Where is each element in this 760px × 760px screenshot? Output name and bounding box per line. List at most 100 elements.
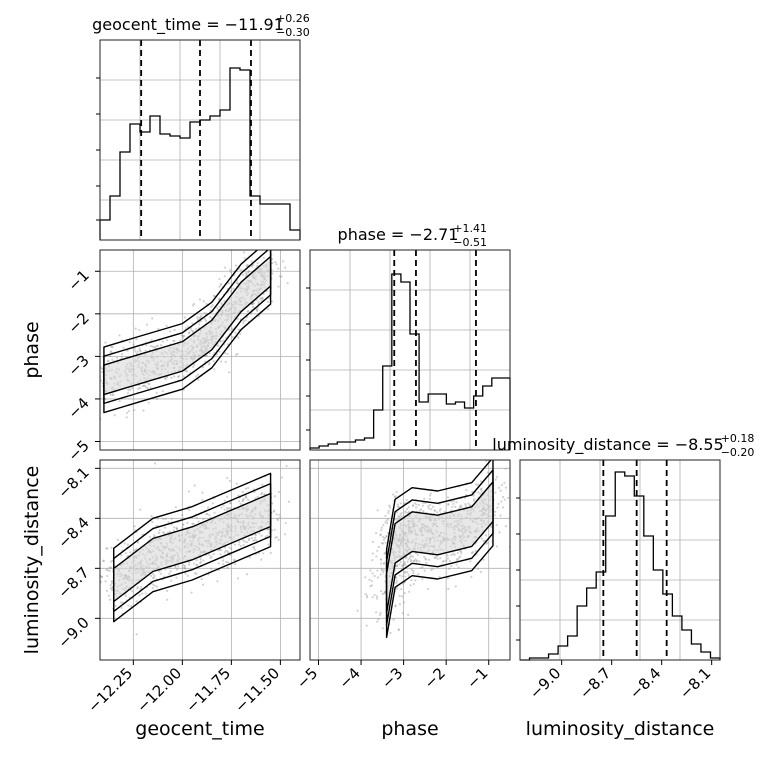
sample-point bbox=[379, 589, 383, 593]
sample-point bbox=[162, 517, 165, 521]
panel-frame bbox=[99, 39, 301, 241]
sample-point bbox=[271, 272, 274, 275]
sample-point bbox=[159, 572, 163, 575]
sample-point bbox=[182, 335, 185, 338]
sample-point bbox=[175, 576, 178, 579]
sample-point bbox=[116, 538, 119, 541]
sample-point bbox=[497, 502, 500, 506]
sample-point bbox=[226, 549, 229, 553]
sample-point bbox=[170, 376, 173, 379]
sample-point bbox=[223, 275, 226, 278]
sample-point bbox=[402, 502, 405, 505]
sample-point bbox=[219, 283, 222, 286]
sample-point bbox=[138, 347, 141, 350]
title-lower-error: −0.20 bbox=[721, 446, 755, 459]
sample-point bbox=[184, 572, 187, 575]
sample-point bbox=[217, 562, 220, 565]
sample-point bbox=[405, 556, 408, 559]
sample-point bbox=[236, 352, 239, 356]
sample-point bbox=[182, 334, 186, 337]
contour-level bbox=[385, 469, 494, 626]
sample-point bbox=[396, 503, 400, 506]
sample-point bbox=[416, 553, 420, 556]
sample-point bbox=[100, 366, 103, 369]
sample-point bbox=[403, 572, 406, 575]
sample-point bbox=[218, 305, 221, 308]
x-tick-label: −3 bbox=[378, 664, 406, 692]
y-tick-label: −4 bbox=[64, 394, 92, 422]
sample-point bbox=[106, 547, 109, 550]
sample-point bbox=[262, 256, 265, 260]
sample-point bbox=[145, 344, 148, 347]
sample-point bbox=[193, 572, 197, 575]
sample-point bbox=[376, 509, 379, 512]
sample-point bbox=[385, 535, 388, 538]
sample-point bbox=[398, 563, 401, 566]
sample-point bbox=[423, 497, 426, 500]
sample-point bbox=[213, 511, 216, 514]
x-tick-label: −12.00 bbox=[133, 664, 185, 716]
sample-point bbox=[380, 569, 384, 572]
sample-point bbox=[503, 481, 506, 484]
sample-point bbox=[374, 532, 378, 535]
sample-point bbox=[218, 285, 221, 288]
sample-point bbox=[404, 511, 407, 514]
sample-point bbox=[431, 567, 434, 570]
sample-point bbox=[427, 507, 431, 510]
sample-point bbox=[198, 323, 201, 326]
sample-point bbox=[185, 370, 189, 373]
sample-point bbox=[383, 562, 386, 565]
sample-point bbox=[409, 559, 413, 562]
sample-point bbox=[114, 604, 117, 607]
sample-point bbox=[384, 551, 387, 554]
sample-point bbox=[218, 277, 221, 281]
sample-point bbox=[155, 398, 159, 401]
sample-point bbox=[383, 590, 386, 593]
x-tick-label: −1 bbox=[463, 664, 491, 692]
sample-point bbox=[147, 383, 150, 386]
sample-point bbox=[407, 613, 410, 616]
sample-point bbox=[109, 587, 112, 590]
sample-point bbox=[254, 536, 257, 539]
sample-point bbox=[193, 484, 196, 487]
sample-point bbox=[277, 267, 280, 270]
sample-point bbox=[175, 526, 178, 529]
sample-point bbox=[381, 542, 385, 545]
sample-point bbox=[188, 331, 191, 334]
sample-point bbox=[404, 563, 407, 567]
sample-point bbox=[451, 505, 454, 509]
sample-point bbox=[503, 498, 506, 501]
sample-point bbox=[222, 339, 225, 342]
sample-point bbox=[252, 302, 255, 305]
sample-point bbox=[157, 531, 161, 534]
sample-point bbox=[395, 587, 399, 590]
sample-point bbox=[133, 409, 136, 412]
sample-point bbox=[412, 504, 415, 507]
sample-point bbox=[453, 553, 456, 556]
sample-point bbox=[446, 496, 450, 499]
sample-point bbox=[248, 537, 251, 540]
sample-point bbox=[262, 292, 265, 296]
sample-point bbox=[153, 584, 156, 587]
sample-point bbox=[247, 270, 250, 273]
sample-point bbox=[167, 521, 170, 524]
sample-point bbox=[203, 311, 206, 315]
sample-point bbox=[226, 343, 229, 346]
sample-point bbox=[110, 546, 113, 549]
sample-point bbox=[188, 331, 191, 335]
sample-point bbox=[250, 260, 253, 263]
sample-point bbox=[387, 512, 390, 515]
sample-point bbox=[93, 369, 95, 371]
x-tick-label: −8.4 bbox=[626, 664, 664, 702]
sample-point bbox=[443, 510, 446, 513]
sample-point bbox=[135, 633, 138, 636]
sample-point bbox=[427, 558, 431, 561]
sample-point bbox=[482, 558, 485, 561]
sample-point bbox=[422, 509, 425, 513]
sample-point bbox=[459, 555, 462, 558]
sample-point bbox=[166, 339, 169, 342]
sample-point bbox=[452, 502, 455, 506]
sample-point bbox=[175, 527, 179, 530]
sample-point bbox=[188, 563, 191, 566]
sample-point bbox=[133, 525, 136, 528]
